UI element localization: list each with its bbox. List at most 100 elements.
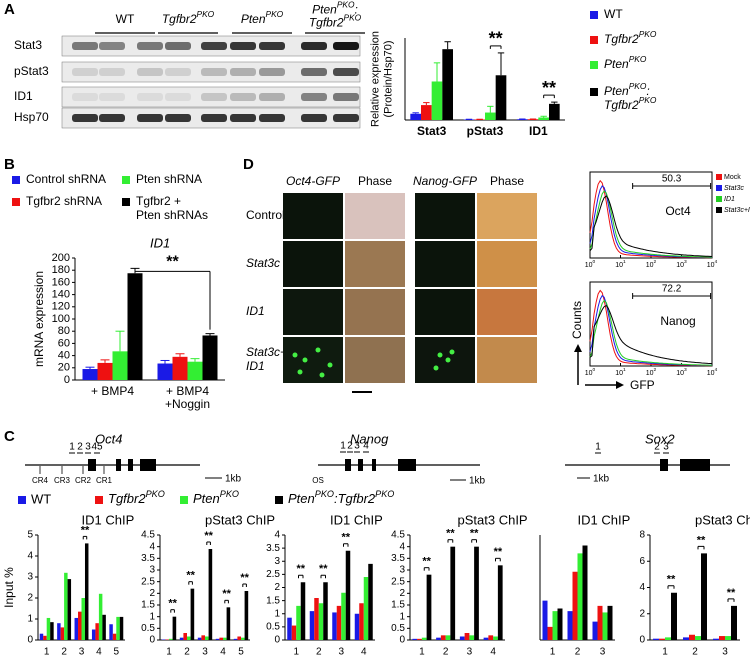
- y-axis-label: Relative expression: [369, 31, 381, 127]
- legend-label-part: PKO: [639, 95, 657, 105]
- bar: [95, 623, 99, 640]
- exon: [345, 459, 351, 471]
- x-tick-label: 102: [646, 259, 657, 268]
- y-tick-label: 4: [27, 551, 33, 562]
- x-tick-label-part: 0: [593, 367, 596, 373]
- x-tick-label-part: 10: [585, 370, 593, 377]
- bar: [719, 636, 725, 640]
- significance-label: **: [489, 29, 503, 49]
- significance-label: **: [494, 546, 503, 558]
- x-tick-label: 3: [722, 647, 728, 658]
- blot-group-label: Tgfbr2PKO: [162, 9, 215, 26]
- x-tick-label-part: 0: [593, 259, 596, 265]
- bar: [287, 617, 292, 640]
- histogram-trace: [589, 190, 713, 258]
- legend-swatch: [716, 207, 722, 213]
- x-tick-label: 3: [338, 647, 344, 658]
- x-axis-label: GFP: [630, 378, 655, 392]
- bar: [46, 617, 51, 640]
- bar: [464, 633, 470, 640]
- y-tick-label: 3: [399, 565, 405, 576]
- y-tick-label: 80: [58, 325, 70, 337]
- bar: [495, 75, 507, 120]
- histogram-trace: [589, 195, 713, 257]
- exon: [116, 459, 121, 471]
- bar: [577, 553, 583, 640]
- blot-group-label-part: :: [355, 3, 358, 17]
- error-bar: [433, 62, 441, 82]
- gfp-colony: [297, 369, 303, 375]
- x-tick-label-part: + BMP4: [166, 384, 209, 398]
- x-tick-label: ID1: [529, 124, 548, 138]
- error-bar: [205, 333, 215, 336]
- blot-row-label: ID1: [14, 89, 33, 103]
- bar: [97, 362, 113, 380]
- error-bar: [85, 366, 95, 370]
- error-bar: [497, 52, 505, 76]
- region-label: CR1: [96, 476, 113, 485]
- bar: [119, 616, 124, 640]
- bar: [318, 603, 324, 640]
- bar: [116, 616, 120, 640]
- blot-row-label: Hsp70: [14, 110, 49, 124]
- blot-group-label-part: PKO: [337, 0, 355, 10]
- x-tick-label: 100: [585, 259, 596, 268]
- legend-label: WT: [604, 7, 623, 21]
- legend-label-part: Tgfbr2 +: [136, 194, 181, 208]
- bar: [359, 603, 364, 640]
- column-label: Phase: [490, 174, 524, 188]
- region-label: CR2: [75, 476, 92, 485]
- gfp-colony: [319, 372, 325, 378]
- legend-label: PtenPKO: [604, 54, 647, 71]
- bar: [43, 635, 47, 640]
- micrograph: [345, 337, 405, 383]
- y-tick-label: 0: [639, 635, 645, 646]
- legend-swatch: [590, 11, 598, 19]
- row-label: Stat3c: [246, 256, 280, 270]
- histogram-trace: [589, 304, 713, 365]
- y-tick-label: 4: [639, 582, 645, 593]
- legend-label: Tgfbr2 +: [136, 194, 181, 208]
- legend-swatch: [95, 496, 103, 504]
- legend-label-part: PKO: [220, 489, 239, 499]
- legend-label: Tgfbr2PKO: [604, 95, 657, 112]
- error-bar: [444, 41, 451, 50]
- bar: [309, 611, 315, 640]
- x-tick-label-part: 10: [676, 262, 684, 269]
- x-tick-label: pStat3: [467, 124, 504, 138]
- x-tick-label: 1: [293, 647, 299, 658]
- gfp-colony: [315, 347, 321, 353]
- bar: [323, 582, 328, 640]
- bar: [701, 553, 707, 640]
- bar: [296, 605, 301, 640]
- error-bar: [551, 101, 558, 104]
- y-axis-label-group: Counts: [570, 301, 584, 339]
- site-label: 1: [340, 441, 346, 452]
- y-tick-label: 1: [149, 611, 155, 622]
- bar: [179, 637, 184, 640]
- x-tick-label: 4: [361, 647, 367, 658]
- blot-group-label-part: PKO: [197, 9, 215, 19]
- legend-swatch: [12, 198, 20, 206]
- blot-band: [137, 93, 163, 101]
- blot-band: [301, 114, 327, 122]
- x-tick-label: 101: [615, 259, 626, 268]
- legend-label: PtenPKO:Tgfbr2PKO: [288, 489, 394, 506]
- blot-group-label: PtenPKO:: [312, 0, 358, 17]
- bar: [237, 636, 241, 640]
- significance-label: **: [422, 556, 431, 568]
- marker-label: Oct4: [665, 204, 691, 218]
- blot-group-label-part: Pten: [312, 3, 337, 17]
- legend-swatch: [122, 176, 130, 184]
- column-label: Phase: [358, 174, 392, 188]
- bar: [450, 546, 456, 640]
- bar: [445, 635, 451, 640]
- histogram-trace: [589, 299, 712, 366]
- x-tick-label-part: +Noggin: [165, 397, 210, 411]
- site-label: 4: [363, 441, 369, 452]
- row-label: Stat3c+: [246, 345, 287, 359]
- blot-row-label: Stat3: [14, 38, 42, 52]
- gfp-colony: [433, 365, 439, 371]
- micrograph: [415, 289, 475, 335]
- bar: [493, 636, 498, 640]
